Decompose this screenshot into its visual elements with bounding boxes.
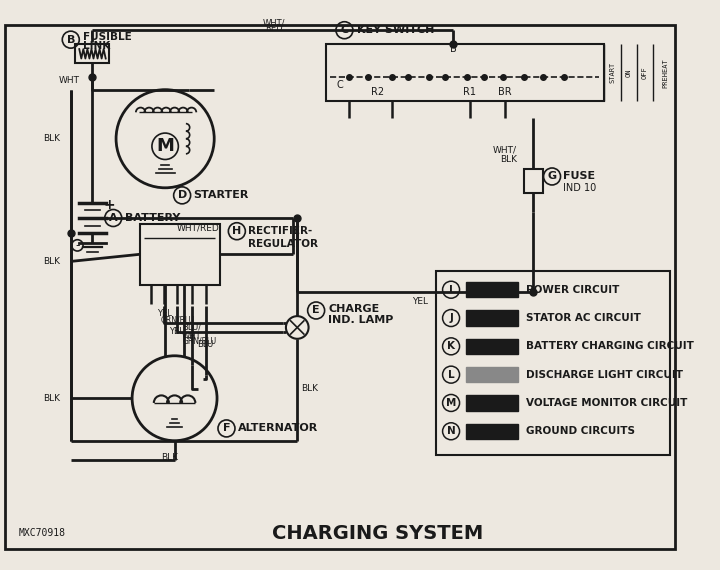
Text: F: F (222, 424, 230, 433)
Text: BLU: BLU (197, 340, 214, 349)
Text: START: START (609, 62, 616, 83)
Text: YEL: YEL (169, 327, 184, 336)
Text: CHARGING SYSTEM: CHARGING SYSTEM (272, 524, 483, 543)
Text: G: G (547, 172, 557, 181)
Bar (466, 311, 518, 325)
Text: BLK: BLK (301, 384, 318, 393)
Text: STATOR AC CIRCUIT: STATOR AC CIRCUIT (526, 313, 641, 323)
Text: OFF: OFF (642, 66, 647, 79)
Text: WHT/: WHT/ (493, 145, 517, 154)
Text: GRN/BLU: GRN/BLU (182, 337, 216, 346)
Bar (466, 282, 518, 298)
Bar (436, 271, 670, 455)
Text: STARTER: STARTER (194, 190, 249, 200)
Text: ALTERNATOR: ALTERNATOR (238, 424, 318, 433)
Text: B: B (449, 44, 456, 54)
Text: POWER CIRCUIT: POWER CIRCUIT (526, 285, 619, 295)
Text: R1: R1 (464, 87, 477, 96)
Text: WHT: WHT (181, 332, 202, 341)
Text: RED: RED (265, 24, 282, 33)
Text: C: C (336, 80, 343, 90)
Text: BLK: BLK (500, 155, 517, 164)
Text: +: + (104, 198, 115, 212)
Text: VOLTAGE MONITOR CIRCUIT: VOLTAGE MONITOR CIRCUIT (526, 398, 687, 408)
Text: M: M (446, 398, 456, 408)
Text: BLK: BLK (43, 257, 60, 266)
Bar (325, 44, 604, 101)
Text: B: B (66, 35, 75, 44)
Text: PREHEAT: PREHEAT (662, 58, 668, 88)
Text: MXC70918: MXC70918 (19, 528, 66, 538)
Text: J: J (449, 313, 453, 323)
Text: CHARGE: CHARGE (328, 304, 379, 314)
Text: BR: BR (498, 87, 512, 96)
Text: REGULATOR: REGULATOR (248, 239, 318, 250)
Text: R2: R2 (371, 87, 384, 96)
Text: H: H (233, 226, 241, 236)
Text: LINK: LINK (83, 41, 110, 51)
Text: WHT: WHT (58, 76, 79, 85)
Text: L: L (448, 370, 454, 380)
Text: BLK: BLK (43, 134, 60, 143)
Text: IND 10: IND 10 (563, 183, 597, 193)
Bar (523, 169, 543, 193)
Text: BLK: BLK (161, 453, 179, 462)
Text: IND. LAMP: IND. LAMP (328, 315, 394, 325)
Text: BATTERY CHARGING CIRCUIT: BATTERY CHARGING CIRCUIT (526, 341, 693, 351)
Text: BLK: BLK (43, 394, 60, 403)
Text: I: I (449, 285, 453, 295)
Text: D: D (178, 190, 186, 200)
Text: M: M (156, 137, 174, 155)
Text: -: - (75, 239, 80, 252)
Text: FUSE: FUSE (563, 172, 595, 181)
Text: YEL: YEL (157, 308, 171, 317)
Text: A: A (109, 213, 117, 223)
Text: WHT/RED: WHT/RED (177, 223, 220, 233)
Text: FUSIBLE: FUSIBLE (83, 32, 132, 42)
Text: ON: ON (626, 68, 631, 77)
Text: E: E (312, 306, 320, 315)
Text: WHT/: WHT/ (262, 18, 285, 27)
Text: BATTERY: BATTERY (125, 213, 180, 223)
Text: BLU/: BLU/ (182, 323, 201, 332)
Text: N: N (446, 426, 456, 436)
Text: K: K (447, 341, 455, 351)
Text: RECTIFIER-: RECTIFIER- (248, 226, 312, 236)
Text: C: C (341, 25, 348, 35)
Bar (466, 367, 518, 382)
Text: YEL: YEL (412, 298, 428, 306)
Bar (466, 396, 518, 410)
Text: DISCHARGE LIGHT CIRCUIT: DISCHARGE LIGHT CIRCUIT (526, 370, 683, 380)
Text: GROUND CIRCUITS: GROUND CIRCUITS (526, 426, 634, 436)
Bar (140, 223, 220, 285)
Bar (466, 339, 518, 354)
Text: KEY SWITCH: KEY SWITCH (356, 25, 434, 35)
Bar (76, 44, 109, 63)
Text: GRN/BLU: GRN/BLU (161, 315, 194, 324)
Bar (466, 424, 518, 439)
